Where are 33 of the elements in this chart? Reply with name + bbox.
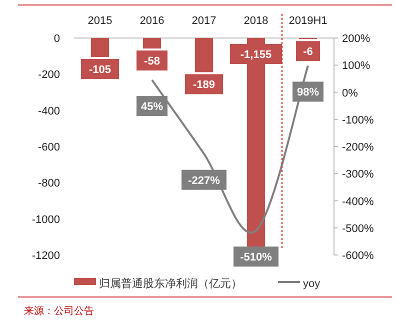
y2-tick-label: -500% [342,222,374,235]
x-tick-label: 2016 [140,15,164,27]
data-label: -510% [240,252,272,264]
y-tick-label: -600 [38,142,60,154]
x-tick-label: 2015 [88,15,112,27]
x-tick-label: 2017 [192,15,216,27]
data-label: -189 [192,79,216,92]
data-label: -227% [188,174,220,187]
y2-tick-label: 0% [342,87,358,100]
y2-tick-label: -600% [342,250,374,262]
y-tick-label: -800 [38,178,60,190]
y2-tick-label: 100% [342,60,370,72]
y2-tick-label: -200% [342,142,374,154]
y2-tick-label: 200% [342,33,370,45]
x-tick-label: 2018 [244,15,268,27]
data-label: 45% [140,101,164,114]
legend-label: yoy [303,278,321,290]
y-tick-label: -400 [38,105,60,118]
data-label: 98% [296,86,320,99]
source-note: 来源：公司公告 [24,305,94,317]
data-label: -58 [144,55,160,68]
data-label: -6 [303,46,313,58]
y-tick-label: -1200 [32,250,60,262]
y-tick-label: -200 [38,69,60,82]
data-label: -105 [88,64,112,76]
x-tick-label: 2019H1 [288,15,328,27]
y2-tick-label: -100% [342,114,374,126]
y-tick-label: 0 [54,33,60,45]
y-tick-label: -1000 [32,214,60,226]
y2-tick-label: -300% [342,168,374,181]
data-label: -1,155 [240,49,272,61]
y2-tick-label: -400% [342,196,374,208]
legend-label: 归属普通股东净利润（亿元） [99,277,242,290]
